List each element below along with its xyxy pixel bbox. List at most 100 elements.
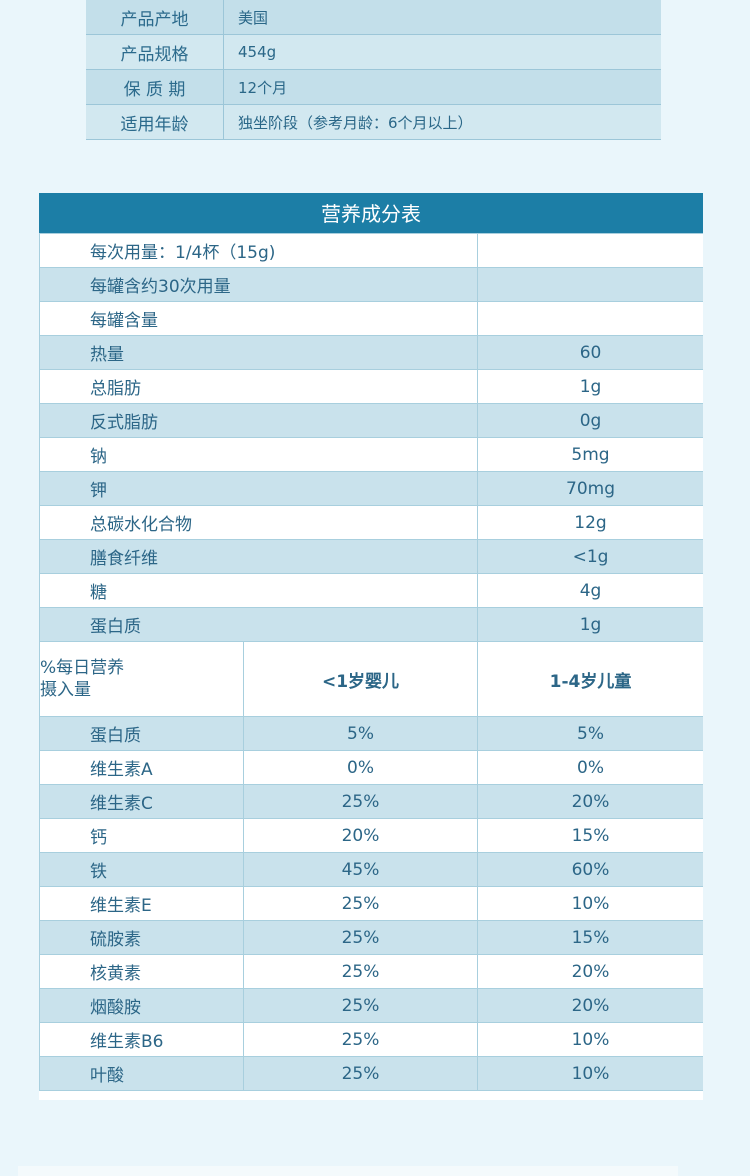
dv-label: 烟酸胺 — [39, 988, 244, 1023]
serving-label: 每次用量：1/4杯（15g) — [39, 233, 479, 268]
nutrient-row: 蛋白质 1g — [39, 607, 703, 642]
dv-label: 铁 — [39, 852, 244, 887]
dv-infant: 45% — [242, 852, 479, 887]
info-row-spec: 产品规格 454g — [86, 34, 661, 70]
dv-label: 维生素C — [39, 784, 244, 819]
nutrient-label: 总脂肪 — [39, 369, 479, 404]
nutrient-row: 总碳水化合物 12g — [39, 505, 703, 540]
dv-infant: 25% — [242, 1022, 479, 1057]
nutrient-label: 总碳水化合物 — [39, 505, 479, 540]
product-info-table: 产品产地 美国 产品规格 454g 保 质 期 12个月 适用年龄 独坐阶段（参… — [86, 0, 661, 140]
nutrient-label: 钠 — [39, 437, 479, 472]
nutrient-value: 1g — [477, 607, 703, 642]
info-value: 12个月 — [223, 69, 661, 105]
serving-label: 每罐含量 — [39, 301, 479, 336]
dv-infant: 20% — [242, 818, 479, 853]
daily-value-row: 维生素E 25% 10% — [39, 886, 703, 921]
nutrient-label: 反式脂肪 — [39, 403, 479, 438]
daily-value-header-line1: %每日营养 — [40, 658, 125, 678]
daily-value-row: 烟酸胺 25% 20% — [39, 988, 703, 1023]
dv-child: 10% — [477, 886, 703, 921]
nutrient-row: 总脂肪 1g — [39, 369, 703, 404]
dv-infant: 25% — [242, 784, 479, 819]
daily-value-header-line2: 摄入量 — [40, 680, 91, 700]
serving-row: 每罐含量 — [39, 301, 703, 336]
dv-label: 维生素A — [39, 750, 244, 785]
daily-value-row: 蛋白质 5% 5% — [39, 716, 703, 751]
dv-infant: 25% — [242, 988, 479, 1023]
dv-child: 5% — [477, 716, 703, 751]
nutrient-value: 1g — [477, 369, 703, 404]
nutrient-label: 糖 — [39, 573, 479, 608]
info-label: 产品产地 — [86, 0, 224, 35]
info-row-age: 适用年龄 独坐阶段（参考月龄：6个月以上） — [86, 104, 661, 140]
serving-value — [477, 301, 703, 336]
daily-value-row: 维生素A 0% 0% — [39, 750, 703, 785]
nutrient-row: 糖 4g — [39, 573, 703, 608]
nutrient-label: 蛋白质 — [39, 607, 479, 642]
dv-child: 0% — [477, 750, 703, 785]
dv-label: 维生素B6 — [39, 1022, 244, 1057]
info-value: 独坐阶段（参考月龄：6个月以上） — [223, 104, 661, 140]
dv-infant: 25% — [242, 920, 479, 955]
dv-label: 钙 — [39, 818, 244, 853]
dv-infant: 25% — [242, 954, 479, 989]
dv-child: 20% — [477, 784, 703, 819]
nutrient-value: 60 — [477, 335, 703, 370]
dv-infant: 5% — [242, 716, 479, 751]
nutrient-value: 12g — [477, 505, 703, 540]
dv-child: 10% — [477, 1022, 703, 1057]
info-row-shelf-life: 保 质 期 12个月 — [86, 69, 661, 105]
dv-label: 叶酸 — [39, 1056, 244, 1091]
nutrition-table-title: 营养成分表 — [39, 193, 703, 233]
nutrient-value: <1g — [477, 539, 703, 574]
info-row-origin: 产品产地 美国 — [86, 0, 661, 35]
serving-label: 每罐含约30次用量 — [39, 267, 479, 302]
dv-infant: 25% — [242, 886, 479, 921]
dv-label: 维生素E — [39, 886, 244, 921]
nutrient-row: 热量 60 — [39, 335, 703, 370]
nutrient-value: 4g — [477, 573, 703, 608]
daily-value-header-label: %每日营养 摄入量 — [39, 641, 244, 717]
dv-child: 60% — [477, 852, 703, 887]
info-label: 产品规格 — [86, 34, 224, 70]
nutrition-facts-panel: 营养成分表 每次用量：1/4杯（15g) 每罐含约30次用量 每罐含量 热量 6… — [39, 193, 703, 1100]
dv-child: 20% — [477, 988, 703, 1023]
info-label: 保 质 期 — [86, 69, 224, 105]
info-value: 美国 — [223, 0, 661, 35]
daily-value-header-row: %每日营养 摄入量 <1岁婴儿 1-4岁儿童 — [39, 641, 703, 717]
serving-value — [477, 267, 703, 302]
daily-value-row: 硫胺素 25% 15% — [39, 920, 703, 955]
serving-value — [477, 233, 703, 268]
info-label: 适用年龄 — [86, 104, 224, 140]
nutrition-table: 每次用量：1/4杯（15g) 每罐含约30次用量 每罐含量 热量 60 总脂肪 … — [39, 233, 703, 1091]
serving-row: 每次用量：1/4杯（15g) — [39, 233, 703, 268]
nutrient-row: 膳食纤维 <1g — [39, 539, 703, 574]
nutrient-value: 0g — [477, 403, 703, 438]
dv-child: 20% — [477, 954, 703, 989]
bottom-divider — [18, 1166, 678, 1176]
nutrient-row: 钠 5mg — [39, 437, 703, 472]
serving-row: 每罐含约30次用量 — [39, 267, 703, 302]
daily-value-row: 叶酸 25% 10% — [39, 1056, 703, 1091]
nutrient-value: 5mg — [477, 437, 703, 472]
nutrient-row: 反式脂肪 0g — [39, 403, 703, 438]
infant-column-header: <1岁婴儿 — [242, 641, 479, 717]
dv-label: 核黄素 — [39, 954, 244, 989]
dv-infant: 0% — [242, 750, 479, 785]
daily-value-row: 维生素B6 25% 10% — [39, 1022, 703, 1057]
daily-value-row: 钙 20% 15% — [39, 818, 703, 853]
nutrient-row: 钾 70mg — [39, 471, 703, 506]
nutrient-value: 70mg — [477, 471, 703, 506]
nutrient-label: 钾 — [39, 471, 479, 506]
dv-infant: 25% — [242, 1056, 479, 1091]
dv-label: 蛋白质 — [39, 716, 244, 751]
nutrient-label: 热量 — [39, 335, 479, 370]
daily-value-row: 维生素C 25% 20% — [39, 784, 703, 819]
daily-value-row: 铁 45% 60% — [39, 852, 703, 887]
dv-label: 硫胺素 — [39, 920, 244, 955]
child-column-header: 1-4岁儿童 — [477, 641, 703, 717]
dv-child: 10% — [477, 1056, 703, 1091]
dv-child: 15% — [477, 920, 703, 955]
daily-value-row: 核黄素 25% 20% — [39, 954, 703, 989]
